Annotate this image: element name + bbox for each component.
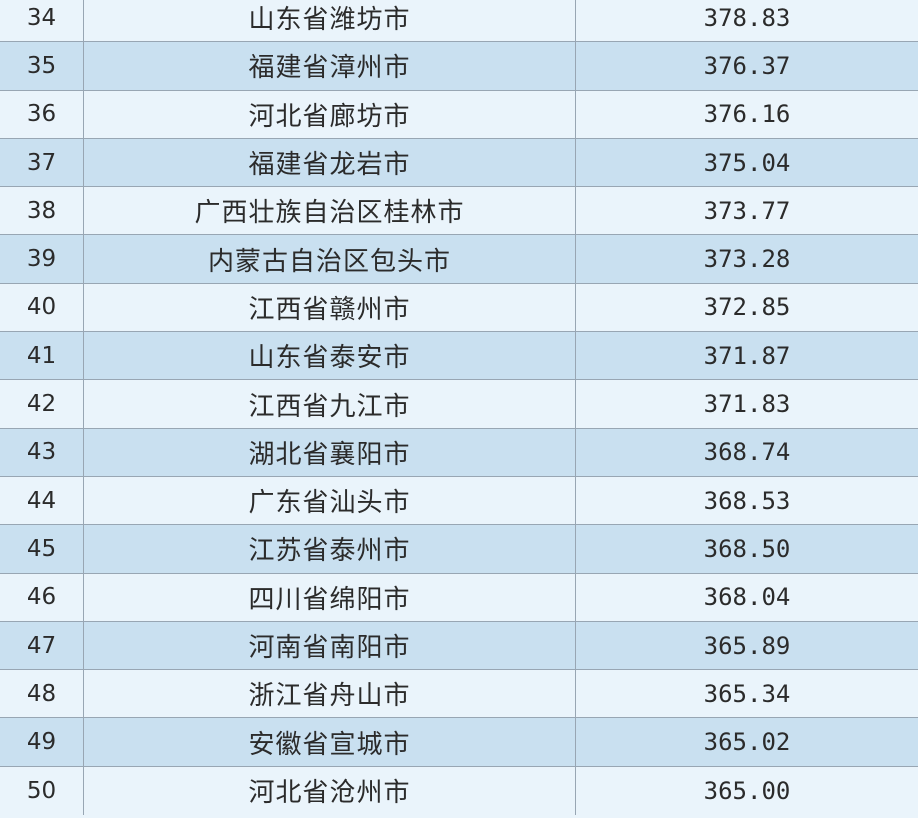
city-cell: 浙江省舟山市 bbox=[84, 670, 576, 718]
rank-cell: 38 bbox=[0, 187, 84, 235]
city-cell: 四川省绵阳市 bbox=[84, 573, 576, 621]
table-row: 43 湖北省襄阳市 368.74 bbox=[0, 428, 918, 477]
city-cell: 福建省漳州市 bbox=[84, 42, 576, 90]
city-cell: 河南省南阳市 bbox=[84, 621, 576, 670]
value-cell: 365.02 bbox=[703, 728, 791, 757]
table-row: 40 江西省赣州市 372.85 bbox=[0, 283, 918, 333]
rank-cell: 47 bbox=[0, 621, 84, 670]
city-cell: 河北省廊坊市 bbox=[84, 90, 576, 138]
value-cell: 365.89 bbox=[703, 631, 791, 660]
rank-cell: 50 bbox=[0, 766, 84, 816]
table-row: 34 山东省潍坊市 378.83 bbox=[0, 0, 918, 43]
city-cell: 广西壮族自治区桂林市 bbox=[84, 187, 576, 235]
city-cell: 湖北省襄阳市 bbox=[84, 428, 576, 476]
rank-cell: 44 bbox=[0, 476, 84, 525]
city-cell: 山东省泰安市 bbox=[84, 332, 576, 380]
table-row: 49 安徽省宣城市 365.02 bbox=[0, 718, 918, 767]
table-row: 35 福建省漳州市 376.37 bbox=[0, 42, 918, 91]
table-row: 37 福建省龙岩市 375.04 bbox=[0, 138, 918, 188]
value-cell: 371.83 bbox=[703, 390, 791, 419]
value-cell: 378.83 bbox=[703, 3, 791, 32]
table-row: 44 广东省汕头市 368.53 bbox=[0, 476, 918, 526]
rank-cell: 43 bbox=[0, 428, 84, 476]
rank-cell: 46 bbox=[0, 573, 84, 621]
value-cell: 371.87 bbox=[703, 341, 791, 370]
table-row: 47 河南省南阳市 365.89 bbox=[0, 621, 918, 671]
value-cell: 376.16 bbox=[703, 100, 791, 129]
table-row: 50 河北省沧州市 365.00 bbox=[0, 766, 918, 816]
table-row: 46 四川省绵阳市 368.04 bbox=[0, 573, 918, 622]
table-row: 48 浙江省舟山市 365.34 bbox=[0, 670, 918, 719]
city-cell: 江西省九江市 bbox=[84, 380, 576, 428]
value-cell: 365.34 bbox=[703, 679, 791, 708]
rank-cell: 36 bbox=[0, 90, 84, 138]
value-cell: 368.04 bbox=[703, 583, 791, 612]
table-row: 45 江苏省泰州市 368.50 bbox=[0, 525, 918, 574]
city-cell: 江苏省泰州市 bbox=[84, 525, 576, 573]
table-row: 39 内蒙古自治区包头市 373.28 bbox=[0, 235, 918, 284]
city-cell: 河北省沧州市 bbox=[84, 766, 576, 816]
rank-cell: 48 bbox=[0, 670, 84, 718]
table-row: 41 山东省泰安市 371.87 bbox=[0, 332, 918, 381]
rank-cell: 41 bbox=[0, 332, 84, 380]
table-row: 36 河北省廊坊市 376.16 bbox=[0, 90, 918, 139]
value-cell: 368.53 bbox=[703, 486, 791, 515]
rank-cell: 39 bbox=[0, 235, 84, 283]
rank-cell: 49 bbox=[0, 718, 84, 766]
value-cell: 365.00 bbox=[703, 776, 791, 805]
rank-cell: 37 bbox=[0, 138, 84, 187]
value-cell: 375.04 bbox=[703, 148, 791, 177]
city-cell: 广东省汕头市 bbox=[84, 476, 576, 525]
city-cell: 内蒙古自治区包头市 bbox=[84, 235, 576, 283]
table-row: 42 江西省九江市 371.83 bbox=[0, 380, 918, 429]
rank-cell: 40 bbox=[0, 283, 84, 332]
rank-cell: 45 bbox=[0, 525, 84, 573]
city-cell: 山东省潍坊市 bbox=[84, 0, 576, 42]
value-cell: 373.28 bbox=[703, 245, 791, 274]
city-cell: 江西省赣州市 bbox=[84, 283, 576, 332]
value-cell: 368.50 bbox=[703, 534, 791, 563]
rank-cell: 35 bbox=[0, 42, 84, 90]
city-cell: 安徽省宣城市 bbox=[84, 718, 576, 766]
value-cell: 368.74 bbox=[703, 438, 791, 467]
rank-cell: 34 bbox=[0, 0, 84, 42]
value-cell: 372.85 bbox=[703, 293, 791, 322]
city-cell: 福建省龙岩市 bbox=[84, 138, 576, 187]
table-row: 38 广西壮族自治区桂林市 373.77 bbox=[0, 187, 918, 236]
value-cell: 373.77 bbox=[703, 196, 791, 225]
value-cell: 376.37 bbox=[703, 51, 791, 80]
rank-cell: 42 bbox=[0, 380, 84, 428]
